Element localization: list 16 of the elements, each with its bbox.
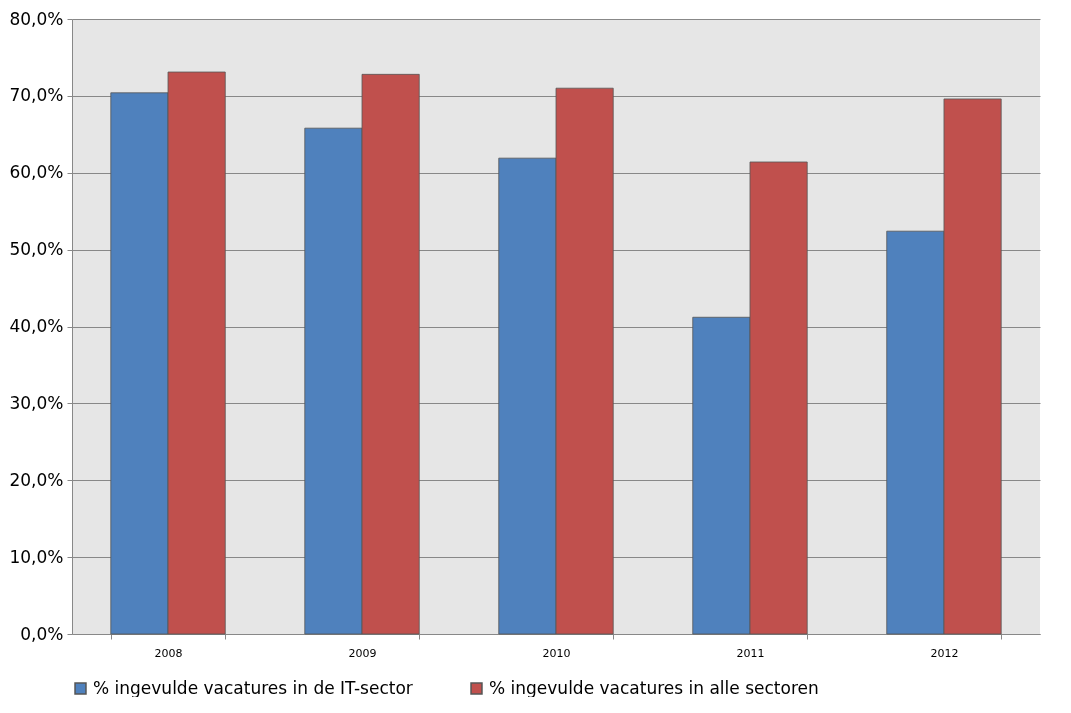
y-tick-label: 50,0% bbox=[9, 239, 64, 260]
y-tick-label: 10,0% bbox=[9, 546, 64, 567]
x-tick-label: 2011 bbox=[736, 646, 765, 660]
y-tick-label: 0,0% bbox=[20, 623, 64, 644]
y-tick-label: 20,0% bbox=[9, 469, 64, 490]
x-tick-label: 2008 bbox=[154, 646, 183, 660]
y-tick-label: 60,0% bbox=[9, 162, 64, 183]
y-tick-label: 80,0% bbox=[9, 8, 64, 29]
legend-label: % ingevulde vacatures in de IT-sector bbox=[93, 677, 413, 698]
legend-label: % ingevulde vacatures in alle sectoren bbox=[489, 677, 819, 698]
y-tick-label: 40,0% bbox=[9, 316, 64, 336]
x-tick-label: 2012 bbox=[930, 646, 959, 660]
x-tick-label: 2010 bbox=[542, 646, 571, 660]
x-tick-label: 2009 bbox=[348, 646, 377, 660]
y-tick-label: 30,0% bbox=[9, 392, 64, 413]
y-tick-label: 70,0% bbox=[9, 85, 64, 106]
